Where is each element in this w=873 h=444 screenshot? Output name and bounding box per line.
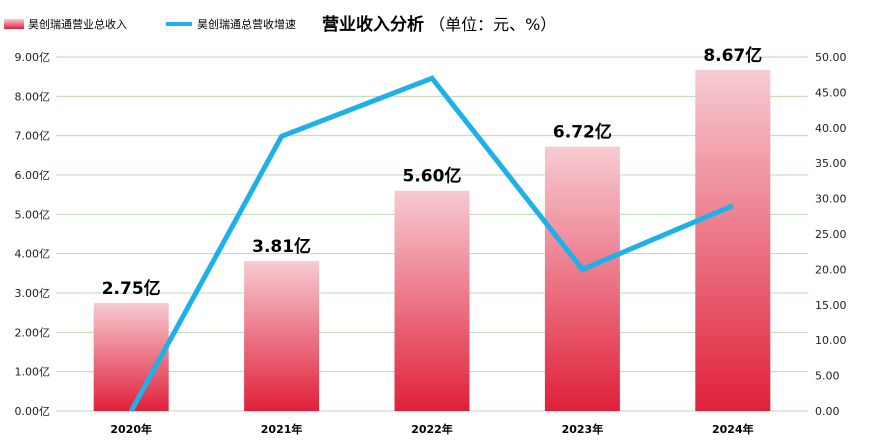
bar-data-label: 2.75亿 (102, 278, 161, 299)
line-point (581, 268, 583, 270)
y-left-tick-label: 8.00亿 (15, 90, 51, 103)
y-right-tick-label: 15.00 (815, 299, 847, 312)
y-left-tick-label: 6.00亿 (15, 169, 51, 182)
bar (544, 146, 620, 411)
bar (695, 69, 771, 411)
x-tick-label: 2022年 (411, 422, 453, 436)
legend-label-revenue: 昊创瑞通营业总收入 (28, 17, 127, 31)
bar-series (93, 69, 771, 411)
x-tick-label: 2021年 (261, 422, 303, 436)
chart-legend: 昊创瑞通营业总收入 昊创瑞通总营收增速 (4, 17, 296, 31)
y-left-tick-label: 0.00亿 (15, 405, 51, 418)
x-tick-label: 2023年 (562, 422, 604, 436)
legend-swatch-bar (4, 19, 24, 29)
line-point (431, 77, 433, 79)
bar-data-label: 3.81亿 (252, 236, 311, 257)
y-right-tick-label: 45.00 (815, 86, 847, 99)
line-series (129, 75, 734, 413)
y-right-tick-label: 10.00 (815, 334, 847, 347)
chart-title: 营业收入分析 （单位：元、%） (322, 14, 556, 35)
y-axis-left: 0.00亿 1.00亿 2.00亿 3.00亿 4.00亿 5.00亿 6.00亿 7.00亿… (15, 51, 51, 418)
y-right-tick-label: 50.00 (815, 51, 847, 64)
y-right-tick-label: 0.00 (815, 405, 840, 418)
y-left-tick-label: 4.00亿 (15, 248, 51, 261)
y-right-tick-label: 35.00 (815, 157, 847, 170)
y-right-tick-label: 40.00 (815, 122, 847, 135)
bar-data-label: 6.72亿 (553, 122, 612, 143)
line-point (281, 135, 283, 137)
line-point (732, 205, 734, 207)
y-axis-right: 0.00 5.00 10.00 15.00 20.00 25.00 30.00 35.00 40… (815, 51, 847, 418)
x-axis: 2020年 2021年 2022年 2023年 2024年 (110, 422, 753, 436)
y-left-tick-label: 3.00亿 (15, 287, 51, 300)
chart-title-main: 营业收入分析 (322, 14, 424, 35)
bar (394, 190, 470, 411)
y-left-tick-label: 5.00亿 (15, 208, 51, 221)
y-right-tick-label: 30.00 (815, 193, 847, 206)
bar-data-labels: 2.75亿 3.81亿 5.60亿 6.72亿 8.67亿 (102, 45, 763, 299)
y-right-tick-label: 20.00 (815, 263, 847, 276)
x-tick-label: 2024年 (712, 422, 754, 436)
bar (244, 261, 320, 411)
y-left-tick-label: 9.00亿 (15, 51, 51, 64)
y-left-tick-label: 2.00亿 (15, 326, 51, 339)
bar (93, 302, 169, 411)
y-left-tick-label: 7.00亿 (15, 130, 51, 143)
x-tick-label: 2020年 (110, 422, 152, 436)
y-right-tick-label: 25.00 (815, 228, 847, 241)
legend-label-growth: 昊创瑞通总营收增速 (197, 17, 296, 31)
y-left-tick-label: 1.00亿 (15, 366, 51, 379)
chart-title-unit: （单位：元、%） (429, 15, 556, 34)
line-point (130, 410, 132, 412)
bar-data-label: 8.67亿 (703, 45, 762, 66)
y-right-tick-label: 5.00 (815, 370, 840, 383)
bar-data-label: 5.60亿 (403, 166, 462, 187)
